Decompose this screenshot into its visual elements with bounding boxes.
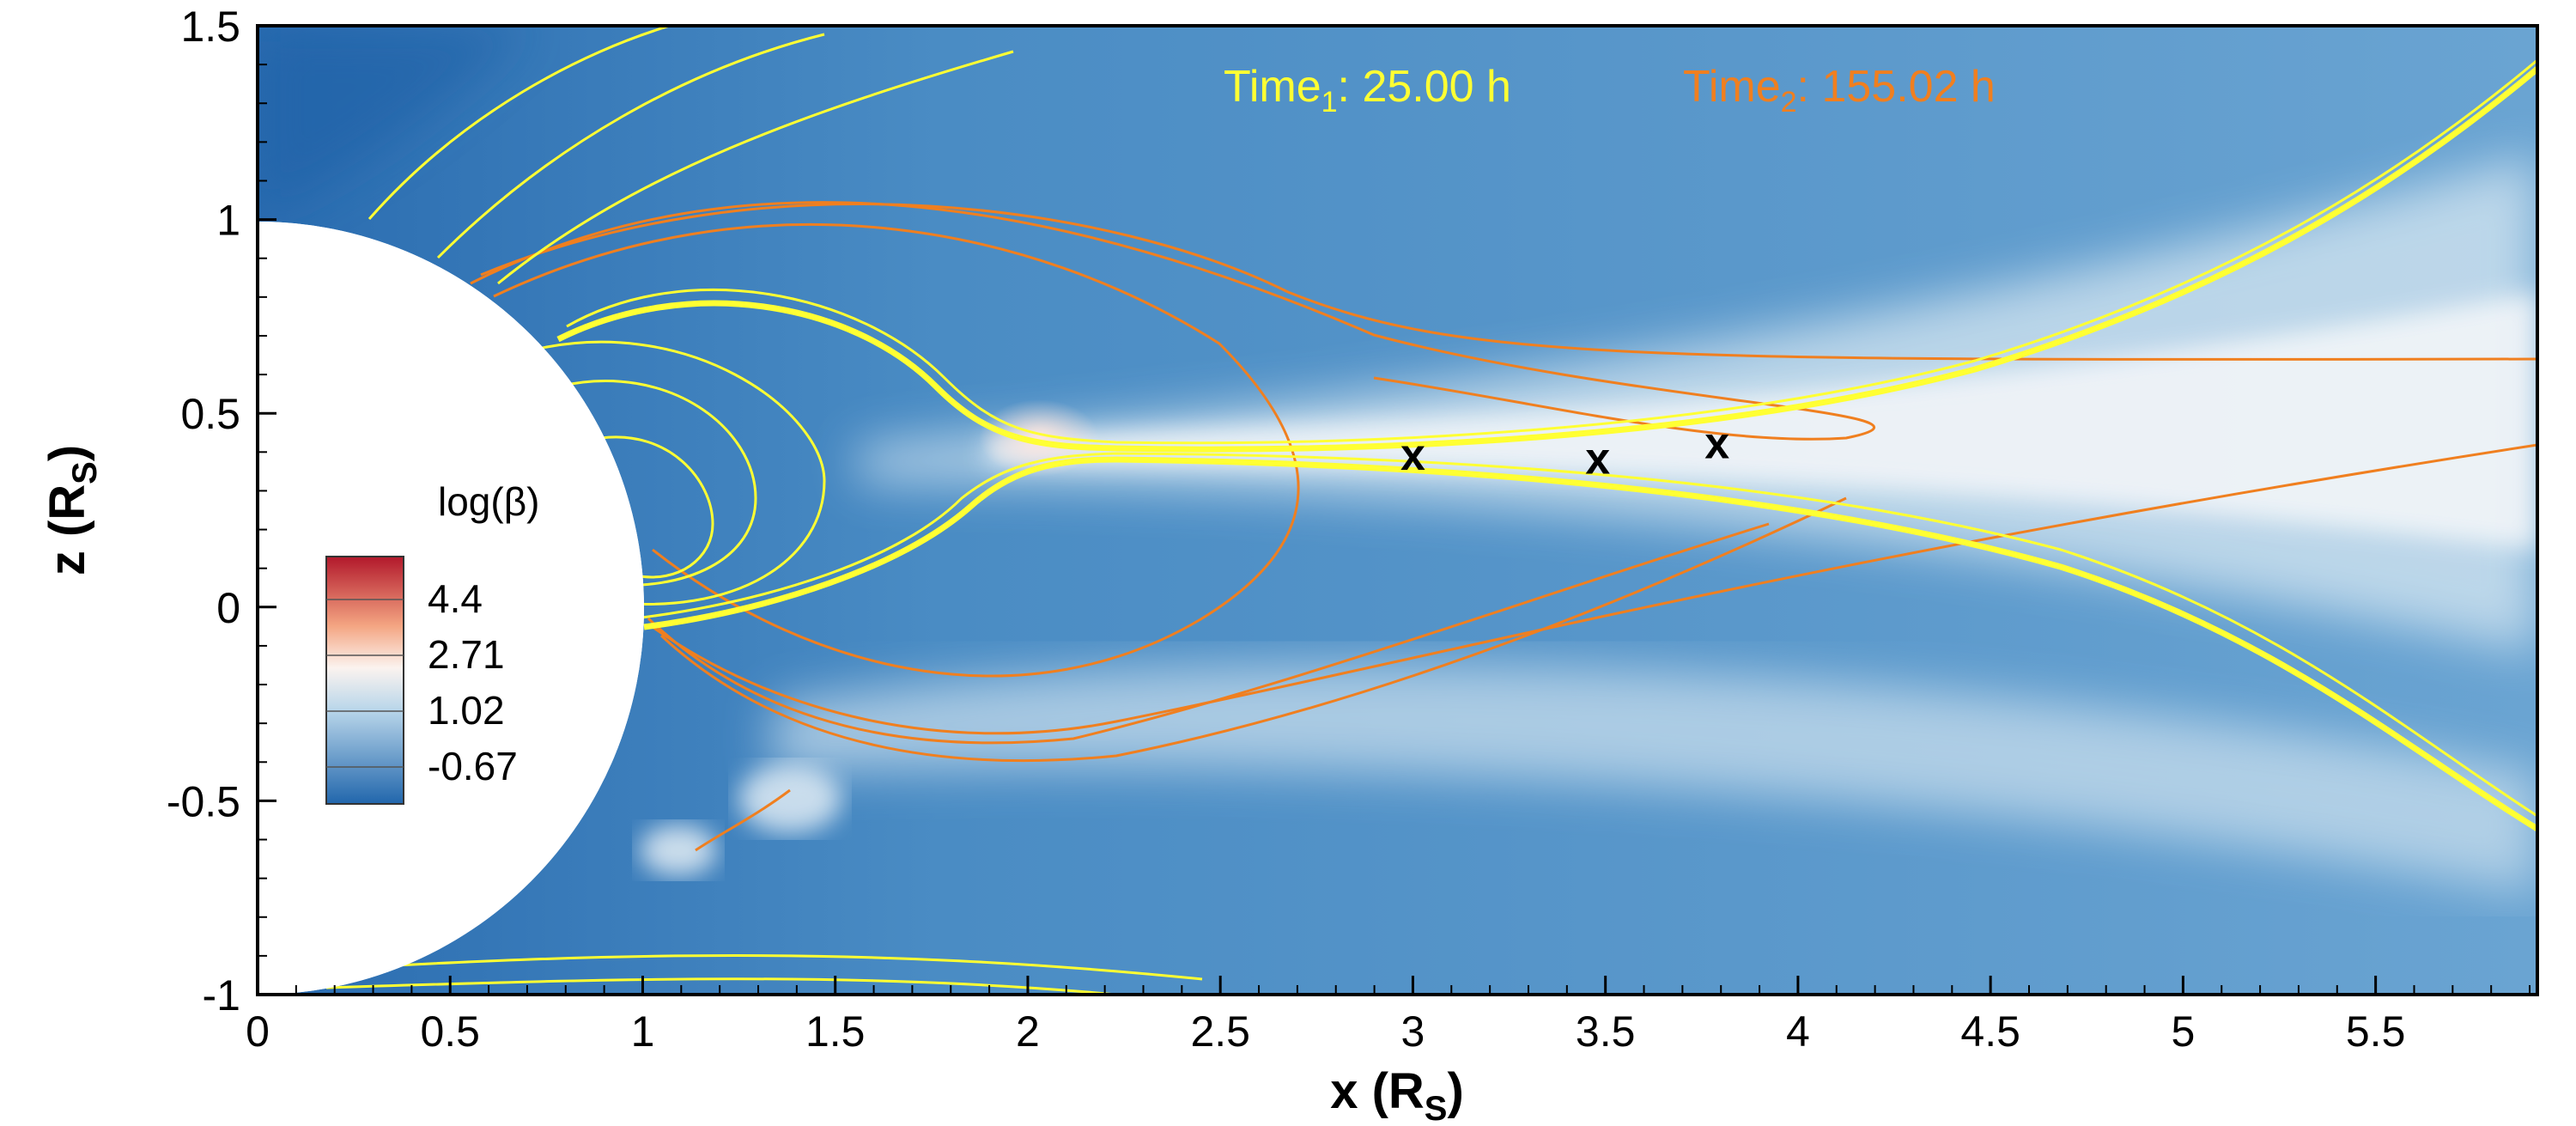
y-tick-label: -0.5 <box>167 777 240 825</box>
field-line <box>647 522 1770 745</box>
field-line <box>368 26 671 220</box>
time2-annotation: Time2: 155.02 h <box>1683 62 1996 119</box>
x-tick-label: 0 <box>246 1007 270 1056</box>
x-tick-label: 0.5 <box>420 1007 480 1056</box>
colorbar-label: -0.67 <box>428 744 518 788</box>
colorbar-title: log(β) <box>438 479 539 524</box>
field-line <box>556 66 2537 453</box>
x-tick-label: 1.5 <box>805 1007 866 1056</box>
field-line <box>436 33 825 259</box>
plot-frame <box>256 24 2539 996</box>
series-time2-lines <box>470 201 2537 852</box>
x-tick-label: 2.5 <box>1190 1007 1250 1056</box>
field-line <box>300 954 1203 981</box>
field-line <box>635 452 2537 818</box>
x-point-marker: x <box>1704 418 1729 468</box>
colorbar-label: 2.71 <box>428 632 505 677</box>
y-tick-label: -1 <box>203 971 240 1019</box>
x-tick-label: 4 <box>1786 1007 1810 1056</box>
x-tick-label: 2 <box>1016 1007 1040 1056</box>
field-line <box>643 456 2537 831</box>
field-line <box>523 340 826 606</box>
x-tick-label: 3.5 <box>1576 1007 1636 1056</box>
y-axis-title: z (RS) <box>39 445 104 575</box>
x-tick-label: 3 <box>1401 1007 1425 1056</box>
field-line <box>480 203 2537 362</box>
x-tick-label: 1 <box>631 1007 655 1056</box>
time1-annotation: Time1: 25.00 h <box>1224 62 1511 119</box>
y-tick-label: 1.5 <box>180 3 240 51</box>
x-axis: 0 0.5 1 1.5 2 2.5 3 3.5 4 4.5 5 5.5 <box>246 976 2531 1056</box>
y-tick-label: 0.5 <box>180 390 240 438</box>
colorbar-label: 1.02 <box>428 688 505 733</box>
plot-area <box>258 26 2537 995</box>
field-line <box>566 58 2537 445</box>
field-line <box>695 788 791 852</box>
field-line <box>600 435 714 579</box>
field-line <box>497 50 1014 285</box>
x-axis-title: x (RS) <box>1330 1063 1464 1126</box>
x-point-marker: x <box>1400 430 1425 480</box>
x-tick-label: 5.5 <box>2346 1007 2406 1056</box>
field-line <box>652 443 2537 735</box>
colorbar-gradient <box>325 556 404 805</box>
y-tick-label: 0 <box>216 584 240 632</box>
field-line <box>557 380 757 587</box>
field-line <box>325 977 1117 995</box>
x-point-marker: x <box>1585 434 1610 484</box>
colorbar: log(β) 4.4 2.71 1.02 -0.67 <box>325 479 539 805</box>
field-line <box>659 496 1847 763</box>
colorbar-label: 4.4 <box>428 576 483 621</box>
x-tick-label: 4.5 <box>1960 1007 2020 1056</box>
x-tick-label: 5 <box>2171 1007 2195 1056</box>
y-axis: -1 -0.5 0 0.5 1 1.5 <box>167 3 276 1019</box>
series-time1-lines <box>300 26 2537 995</box>
field-line <box>493 223 1300 678</box>
y-tick-label: 1 <box>216 197 240 245</box>
